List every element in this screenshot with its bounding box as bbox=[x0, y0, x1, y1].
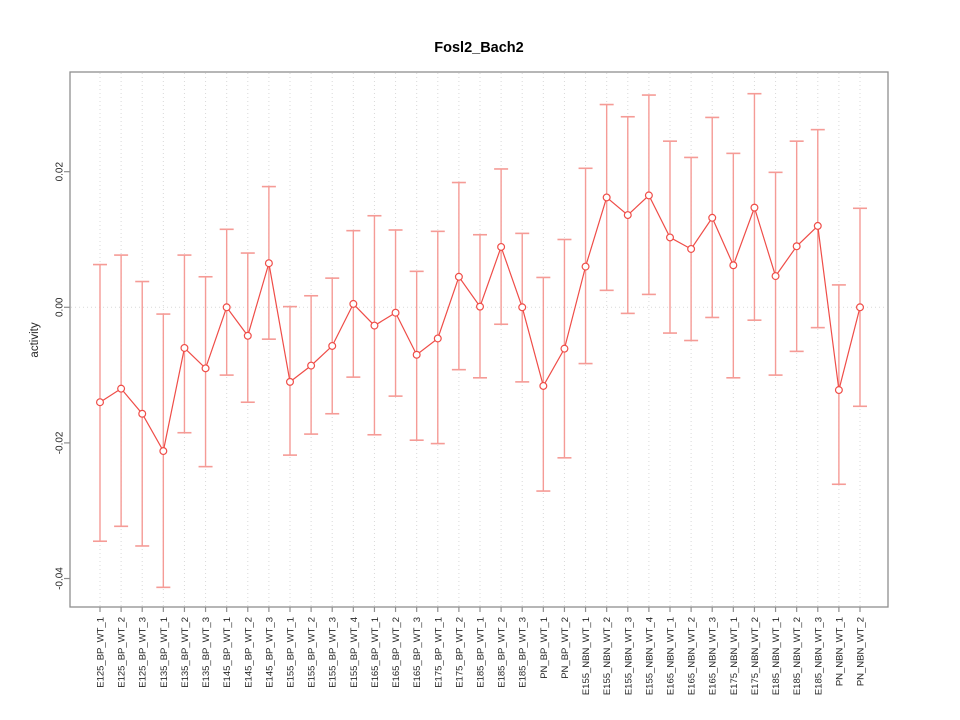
x-tick-label: E135_BP_WT_2 bbox=[180, 617, 191, 688]
data-point bbox=[476, 302, 485, 311]
data-point bbox=[665, 233, 674, 242]
data-point bbox=[243, 331, 252, 340]
y-axis: 0.02 0.00 -0.02 -0.04 bbox=[55, 162, 70, 590]
data-point bbox=[771, 272, 780, 281]
x-tick-label: E125_BP_WT_1 bbox=[96, 617, 107, 688]
chart-title: Fosl2_Bach2 bbox=[434, 40, 523, 56]
data-point bbox=[286, 377, 295, 386]
gridlines bbox=[71, 73, 887, 606]
data-point bbox=[560, 344, 569, 353]
x-tick-label: E165_BP_WT_1 bbox=[370, 617, 381, 688]
y-tick-label: 0.00 bbox=[55, 297, 66, 317]
x-tick-label: E155_BP_WT_4 bbox=[349, 617, 360, 688]
x-tick-label: E145_BP_WT_2 bbox=[243, 617, 254, 688]
data-point bbox=[708, 213, 717, 222]
data-point bbox=[834, 386, 843, 395]
y-axis-label: activity bbox=[29, 322, 41, 357]
x-tick-label: E165_NBN_WT_1 bbox=[666, 617, 677, 695]
data-point bbox=[264, 259, 273, 268]
data-point bbox=[328, 341, 337, 350]
x-tick-label: E145_BP_WT_1 bbox=[222, 617, 233, 688]
x-tick-label: E155_NBN_WT_3 bbox=[623, 617, 634, 695]
data-point bbox=[454, 272, 463, 281]
x-tick-label: E185_NBN_WT_3 bbox=[813, 617, 824, 695]
y-tick-label: -0.04 bbox=[55, 567, 66, 590]
x-axis: E125_BP_WT_1 E125_BP_WT_2 E125_BP_WT_3 E135… bbox=[96, 607, 867, 695]
data-series bbox=[93, 92, 867, 589]
data-point bbox=[623, 211, 632, 220]
data-point bbox=[201, 364, 210, 373]
y-tick-label: 0.02 bbox=[55, 162, 66, 182]
data-point bbox=[117, 384, 126, 393]
x-tick-label: PN_NBN_WT_1 bbox=[834, 617, 845, 686]
data-point bbox=[497, 242, 506, 251]
x-tick-label: E185_BP_WT_3 bbox=[518, 617, 529, 688]
data-point bbox=[644, 191, 653, 200]
x-tick-label: E145_BP_WT_3 bbox=[264, 617, 275, 688]
plot-box bbox=[69, 71, 889, 608]
data-point bbox=[792, 242, 801, 251]
data-point bbox=[222, 303, 231, 312]
data-point bbox=[813, 221, 822, 230]
x-tick-label: E155_NBN_WT_2 bbox=[602, 617, 613, 695]
x-tick-label: E135_BP_WT_3 bbox=[201, 617, 212, 688]
data-point bbox=[138, 409, 147, 418]
data-point bbox=[518, 303, 527, 312]
data-point bbox=[687, 244, 696, 253]
x-tick-label: E155_NBN_WT_1 bbox=[581, 617, 592, 695]
data-point bbox=[307, 361, 316, 370]
x-tick-label: E165_NBN_WT_3 bbox=[708, 617, 719, 695]
x-tick-label: E175_BP_WT_1 bbox=[433, 617, 444, 688]
x-tick-label: E175_NBN_WT_2 bbox=[750, 617, 761, 695]
data-point bbox=[370, 321, 379, 330]
x-tick-label: E125_BP_WT_2 bbox=[117, 617, 128, 688]
plot-frame bbox=[69, 71, 889, 608]
x-tick-label: E155_NBN_WT_4 bbox=[644, 617, 655, 695]
x-tick-label: E175_BP_WT_2 bbox=[454, 617, 465, 688]
data-point bbox=[95, 398, 104, 407]
x-tick-label: E155_BP_WT_3 bbox=[328, 617, 339, 688]
data-point bbox=[581, 262, 590, 271]
x-tick-label: E165_NBN_WT_2 bbox=[687, 617, 698, 695]
x-tick-label: E155_BP_WT_1 bbox=[286, 617, 297, 688]
y-tick-label: -0.02 bbox=[55, 431, 66, 454]
data-point bbox=[349, 299, 358, 308]
data-point bbox=[750, 203, 759, 212]
data-point bbox=[412, 350, 421, 359]
x-tick-label: E185_BP_WT_2 bbox=[497, 617, 508, 688]
data-point bbox=[180, 343, 189, 352]
x-tick-label: E185_BP_WT_1 bbox=[476, 617, 487, 688]
x-tick-label: E135_BP_WT_1 bbox=[159, 617, 170, 688]
x-tick-label: E185_NBN_WT_1 bbox=[771, 617, 782, 695]
x-tick-label: E165_BP_WT_3 bbox=[412, 617, 423, 688]
x-tick-label: E165_BP_WT_2 bbox=[391, 617, 402, 688]
x-tick-label: PN_BP_WT_1 bbox=[539, 617, 550, 679]
data-point bbox=[855, 303, 864, 312]
data-point bbox=[729, 261, 738, 270]
data-point bbox=[539, 381, 548, 390]
x-tick-label: E175_NBN_WT_1 bbox=[729, 617, 740, 695]
x-tick-label: E125_BP_WT_3 bbox=[138, 617, 149, 688]
data-point bbox=[391, 308, 400, 317]
x-tick-label: PN_BP_WT_2 bbox=[560, 617, 571, 679]
data-point bbox=[602, 193, 611, 202]
data-point bbox=[159, 447, 168, 456]
data-point bbox=[433, 334, 442, 343]
x-tick-label: PN_NBN_WT_2 bbox=[856, 617, 867, 686]
x-tick-label: E155_BP_WT_2 bbox=[307, 617, 318, 688]
x-tick-label: E185_NBN_WT_2 bbox=[792, 617, 803, 695]
